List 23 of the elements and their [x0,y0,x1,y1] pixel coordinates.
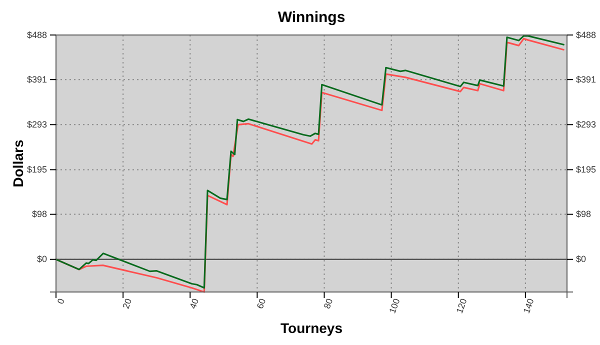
x-tick-label: 100 [387,297,402,315]
y-tick-label: $293 [26,120,47,130]
y-axis-title: Dollars [10,140,26,188]
x-tick-label: 140 [521,297,536,315]
y2-tick-label: $391 [576,74,596,84]
y-tick-label: $391 [26,74,47,84]
y-tick-label: $195 [26,164,47,175]
chart-title: Winnings [278,9,346,26]
y-tick-label: $0 [36,254,47,264]
y-tick-label: $98 [32,209,47,220]
x-tick-label: 40 [188,297,201,310]
x-tick-label: 120 [454,297,469,315]
y2-tick-label: $195 [576,164,596,175]
y2-tick-label: $293 [576,120,596,130]
x-tick-label: 80 [322,297,335,310]
x-tick-label: 20 [120,297,134,310]
y-tick-label: $488 [26,30,47,40]
x-axis-title: Tourneys [280,320,343,336]
x-tick-label: 60 [254,297,268,310]
y2-tick-label: $98 [576,209,592,220]
y2-tick-label: $488 [576,30,596,40]
y2-tick-label: $0 [576,254,586,264]
x-tick-label: 0 [55,297,66,306]
